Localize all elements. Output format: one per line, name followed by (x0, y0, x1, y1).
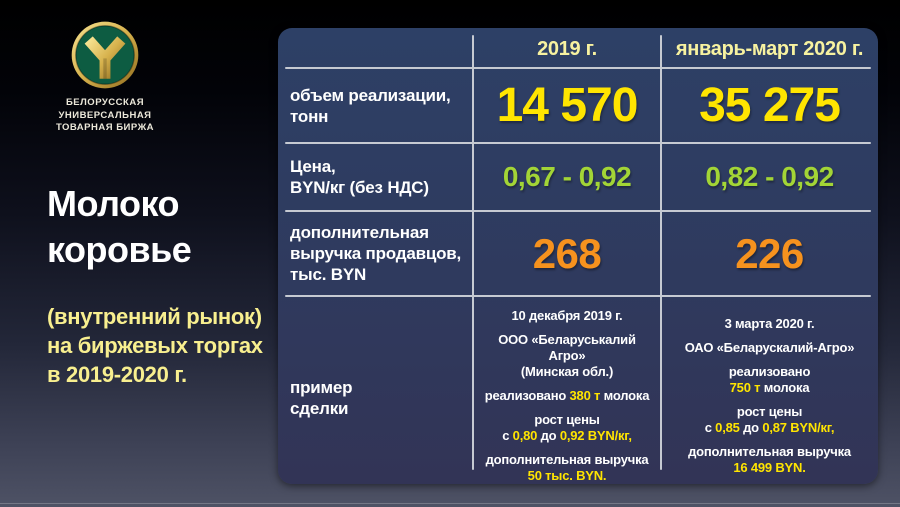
header-empty-cell (278, 28, 473, 68)
deal-paragraph: рост цены с 0,85 до 0,87 BYN/кг, (704, 404, 835, 435)
row-divider (285, 67, 871, 69)
row-label-deal-example: пример сделки (290, 378, 353, 418)
row-label-extra-revenue: дополнительная выручка продавцов, тыс. B… (290, 223, 462, 284)
title-line: Молоко (47, 183, 180, 224)
deal-example-2020: 3 марта 2020 г. ОАО «Беларускалий-Агро» … (661, 296, 878, 500)
page-title: Молоко коровье (47, 181, 192, 273)
extra-revenue-2020-value: 226 (735, 229, 804, 277)
price-2019-value: 0,67 - 0,92 (502, 161, 632, 192)
bottom-strip (0, 503, 900, 504)
column-divider (660, 35, 662, 470)
column-header-2019: 2019 г. (537, 38, 597, 60)
deal-paragraph: 3 марта 2020 г. (724, 316, 815, 331)
deal-paragraph: реализовано 750 т молока (728, 364, 811, 395)
deal-paragraph: ООО «Беларуськалий Агро» (Минская обл.) (498, 332, 636, 379)
data-table: 2019 г. январь-март 2020 г. объем реализ… (278, 28, 878, 484)
deal-example-2019: 10 декабря 2019 г. ООО «Беларуськалий Аг… (473, 296, 661, 500)
volume-2020-value: 35 275 (699, 79, 841, 132)
row-divider (285, 210, 871, 212)
row-label-price: Цена, BYN/кг (без НДС) (290, 157, 429, 197)
org-name-line: ТОВАРНАЯ БИРЖА (55, 122, 155, 133)
row-divider (285, 295, 871, 297)
org-name: БЕЛОРУССКАЯ УНИВЕРСАЛЬНАЯ ТОВАРНАЯ БИРЖА (23, 97, 187, 135)
row-divider (285, 142, 871, 144)
deal-paragraph: ОАО «Беларускалий-Агро» (684, 340, 855, 355)
column-divider (472, 35, 474, 470)
butb-logo-icon (71, 21, 139, 89)
deal-paragraph: 10 декабря 2019 г. (511, 308, 623, 323)
org-name-line: БЕЛОРУССКАЯ (65, 97, 145, 108)
volume-2019-value: 14 570 (496, 79, 639, 132)
deal-paragraph: дополнительная выручка 50 тыс. BYN. (485, 452, 649, 483)
title-line: коровье (47, 229, 192, 270)
price-2020-value: 0,82 - 0,92 (705, 161, 834, 192)
deal-paragraph: дополнительная выручка 16 499 BYN. (688, 444, 851, 475)
column-header-2020: январь-март 2020 г. (675, 38, 864, 60)
subtitle-line: в 2019-2020 г. (47, 362, 187, 387)
deal-paragraph: рост цены с 0,80 до 0,92 BYN/кг, (502, 412, 632, 443)
deal-paragraph: реализовано 380 т молока (484, 388, 650, 403)
subtitle: (внутренний рынок) на биржевых торгах в … (47, 302, 263, 389)
subtitle-line: (внутренний рынок) (47, 304, 262, 329)
subtitle-line: на биржевых торгах (47, 333, 263, 358)
extra-revenue-2019-value: 268 (532, 229, 602, 277)
row-label-volume: объем реализации, тонн (290, 85, 451, 126)
org-name-line: УНИВЕРСАЛЬНАЯ (58, 109, 152, 121)
